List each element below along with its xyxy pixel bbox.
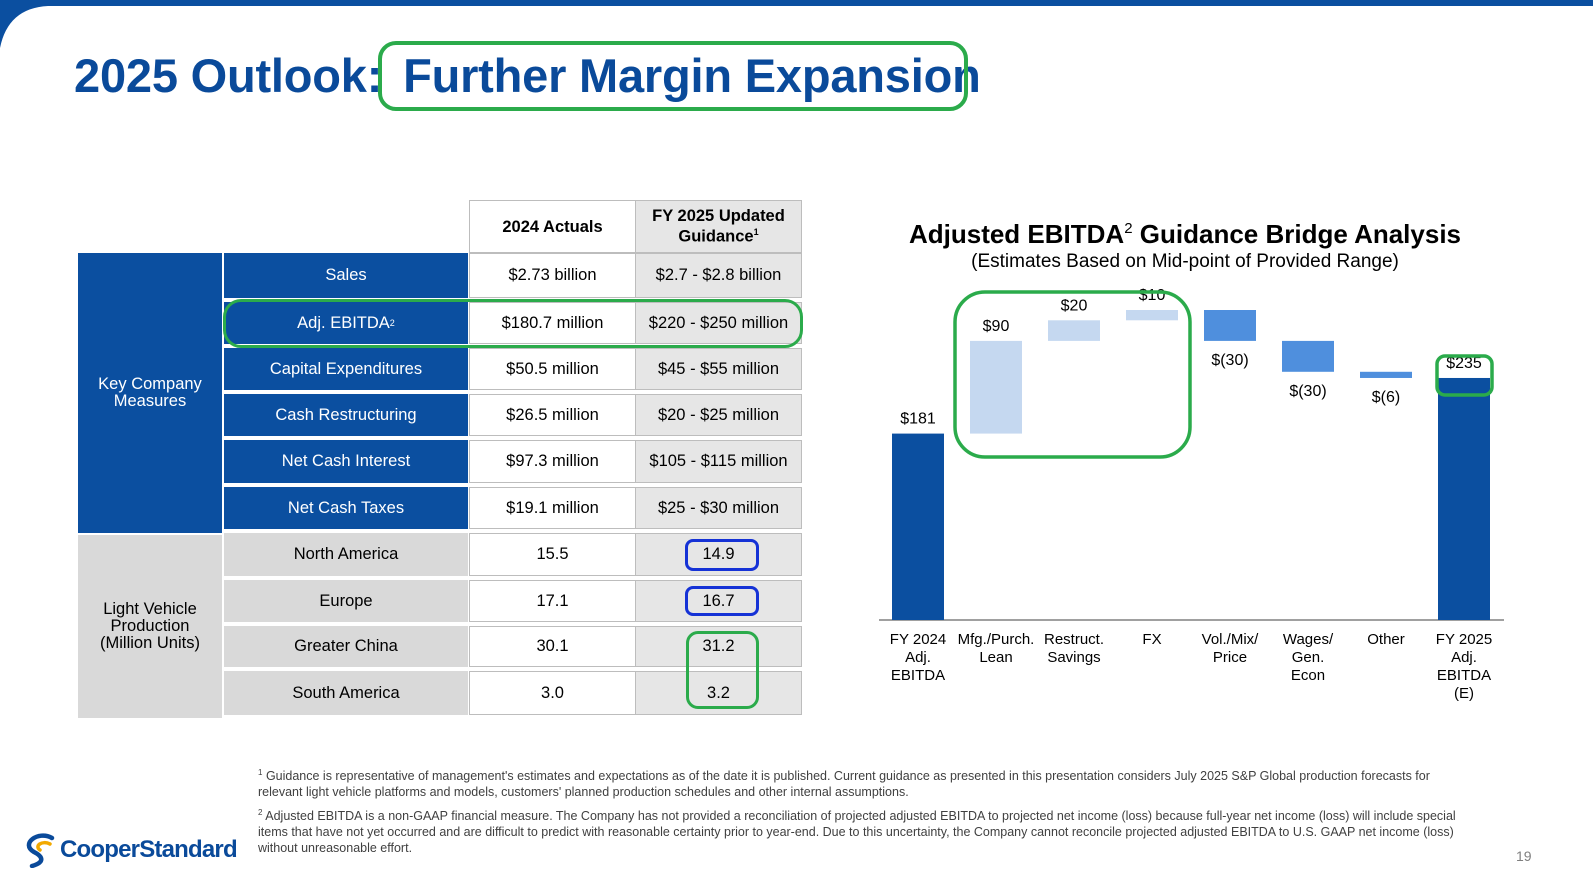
table-cell-actual: $2.73 billion (469, 253, 636, 298)
table-cell-guidance: $220 - $250 million (635, 302, 802, 344)
data-label-6: $(30) (1289, 383, 1326, 400)
table-cell-actual: $50.5 million (469, 348, 636, 390)
europe-guidance-highlight (685, 586, 759, 616)
table-row-label: Net Cash Taxes (224, 487, 468, 529)
table-cell-guidance: $105 - $115 million (635, 440, 802, 483)
bar-6 (1282, 340, 1334, 372)
table-row-label: Cash Restructuring (224, 394, 468, 436)
table-cell-actual: $19.1 million (469, 487, 636, 529)
logo-swoosh-icon (26, 833, 55, 868)
bar-2 (970, 340, 1022, 434)
category-label-7: Other (1367, 631, 1405, 648)
table-cell-actual: 17.1 (469, 580, 636, 622)
col-header-guidance: FY 2025 Updated Guidance1 (635, 200, 802, 253)
category-label-4: FX (1142, 631, 1161, 648)
category-label-2: Mfg./Purch. Lean (958, 631, 1035, 666)
table-row-label: Net Cash Interest (224, 440, 468, 483)
table-cell-guidance: $20 - $25 million (635, 394, 802, 436)
bar-5 (1204, 310, 1256, 341)
page-title-highlight: Further Margin Expansion (403, 49, 981, 102)
table-row-label: Europe (224, 580, 468, 622)
bar-7 (1360, 371, 1412, 378)
bar-3 (1048, 320, 1100, 341)
data-label-2: $90 (983, 318, 1010, 335)
chart-subtitle: (Estimates Based on Mid-point of Provide… (971, 251, 1399, 272)
table-cell-actual: 15.5 (469, 533, 636, 576)
category-label-5: Vol./Mix/Price (1202, 631, 1260, 666)
category-label-3: Restruct. Savings (1044, 631, 1104, 666)
data-label-1: $181 (900, 411, 936, 428)
data-label-3: $20 (1061, 297, 1088, 314)
table-row-label: Greater China (224, 626, 468, 667)
cooper-standard-logo: CooperStandard (24, 830, 238, 870)
category-label-6: Wages/Gen. Econ (1283, 631, 1334, 684)
group-light-vehicle-production: Light Vehicle Production (Million Units) (78, 535, 222, 718)
footnote-2: 2 Adjusted EBITDA is a non-GAAP financia… (258, 808, 1456, 856)
table-row-label: Adj. EBITDA 2 (224, 302, 468, 344)
data-label-4: $10 (1139, 287, 1166, 304)
col-header-actuals: 2024 Actuals (469, 200, 636, 253)
china-sa-guidance-highlight (686, 631, 759, 709)
data-label-5: $(30) (1211, 352, 1248, 369)
data-label-7: $(6) (1372, 389, 1400, 406)
increases-highlight (953, 290, 1192, 459)
north-america-guidance-highlight (685, 539, 759, 571)
table-cell-actual: $97.3 million (469, 440, 636, 483)
table-row-label: Capital Expenditures (224, 348, 468, 390)
page-number: 19 (1516, 848, 1532, 864)
table-cell-guidance: $25 - $30 million (635, 487, 802, 529)
table-cell-guidance: $45 - $55 million (635, 348, 802, 390)
category-label-8: FY 2025 Adj. EBITDA (E) (1436, 631, 1492, 702)
data-label-8: $235 (1446, 355, 1482, 372)
footnote-1: 1 Guidance is representative of manageme… (258, 768, 1430, 800)
top-banner (0, 0, 1593, 48)
page-title: 2025 Outlook: Further Margin Expansion (74, 48, 981, 103)
table-cell-actual: 30.1 (469, 626, 636, 667)
table-cell-actual: 3.0 (469, 671, 636, 715)
adj-ebitda-row-highlight (223, 299, 803, 348)
title-highlight-box (378, 41, 968, 111)
fy2025-label-highlight (1435, 354, 1494, 397)
bar-1 (892, 433, 944, 620)
table-cell-actual: $26.5 million (469, 394, 636, 436)
table-row-label: North America (224, 533, 468, 576)
page-title-prefix: 2025 Outlook: (74, 49, 383, 102)
table-row-label: South America (224, 671, 468, 715)
bar-8 (1438, 377, 1490, 620)
table-cell-guidance: 3.2 (635, 671, 802, 715)
group-key-company-measures: Key Company Measures (78, 253, 222, 533)
category-label-1: FY 2024 Adj. EBITDA (890, 631, 946, 684)
outlook-table: 2024 Actuals FY 2025 Updated Guidance1 K… (78, 200, 804, 719)
table-row-label: Sales (224, 253, 468, 298)
chart-title: Adjusted EBITDA2 Guidance Bridge Analysi… (908, 219, 1462, 249)
bar-4 (1126, 310, 1178, 321)
table-cell-guidance: $2.7 - $2.8 billion (635, 253, 802, 298)
